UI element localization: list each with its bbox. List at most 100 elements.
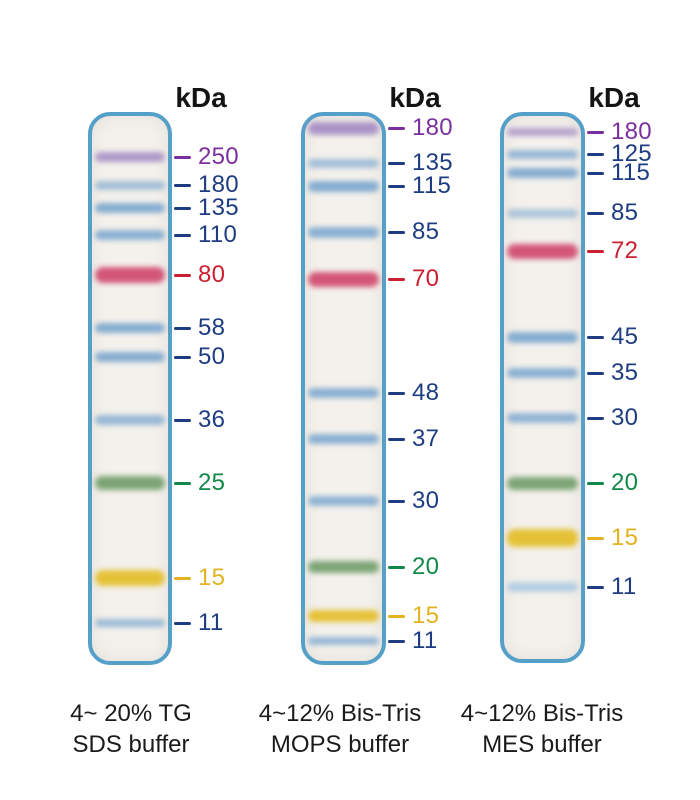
tick-mark (174, 481, 191, 485)
tick-mark (388, 126, 405, 130)
tick-mark (174, 206, 191, 210)
tick-mark (587, 249, 604, 253)
band-weight-label: 115 (611, 159, 651, 186)
band-weight-label: 20 (611, 469, 639, 496)
band-weight-label: 20 (412, 553, 440, 580)
gel-band-11kda (308, 637, 379, 645)
tick-mark (388, 391, 405, 395)
gel-band-45kda (507, 331, 578, 343)
gel-band-135kda (308, 158, 379, 168)
band-weight-label: 125 (611, 140, 652, 167)
gel-band-115kda (308, 180, 379, 192)
band-weight-label: 30 (412, 487, 440, 514)
gel-band-180kda (507, 128, 578, 136)
band-weight-label: 85 (412, 218, 440, 245)
band-weight-label: 30 (611, 404, 639, 431)
lane-caption-line: 4~12% Bis-Tris (460, 700, 624, 727)
gel-band-58kda (95, 323, 165, 333)
gel-band-180kda (95, 180, 165, 190)
band-weight-label: 135 (198, 194, 239, 221)
gel-band-25kda (95, 476, 165, 490)
gel-band-250kda (95, 152, 165, 162)
gel-band-37kda (308, 434, 379, 444)
kda-unit-label: kDa (588, 82, 640, 113)
band-weight-label: 58 (198, 314, 226, 341)
band-weight-label: 72 (611, 237, 639, 264)
gel-band-80kda (95, 267, 165, 283)
gel-band-30kda (308, 496, 379, 506)
tick-mark (587, 130, 604, 134)
gel-band-20kda (507, 476, 578, 490)
gel-band-50kda (95, 352, 165, 362)
gel-band-35kda (507, 368, 578, 378)
kda-unit-label: kDa (389, 82, 441, 113)
band-weight-label: 180 (412, 114, 453, 141)
gel-band-70kda (308, 271, 379, 287)
gel-band-15kda (95, 570, 165, 586)
band-weight-label: 15 (611, 524, 639, 551)
gel-band-125kda (507, 149, 578, 159)
tick-mark (587, 152, 604, 156)
lane-caption-line: SDS buffer (72, 731, 190, 758)
tick-mark (174, 576, 191, 580)
tick-mark (388, 565, 405, 569)
tick-mark (174, 355, 191, 359)
gel-band-11kda (507, 582, 578, 592)
band-weight-label: 115 (412, 172, 452, 199)
tick-mark (388, 161, 405, 165)
tick-mark (388, 639, 405, 643)
tick-mark (587, 416, 604, 420)
band-weight-label: 15 (198, 564, 226, 591)
kda-unit-label: kDa (175, 82, 227, 113)
tick-mark (174, 418, 191, 422)
band-weight-label: 15 (412, 602, 440, 629)
gel-band-15kda (308, 610, 379, 622)
lane-caption-line: MOPS buffer (270, 731, 410, 758)
tick-mark (388, 184, 405, 188)
tick-mark (388, 614, 405, 618)
tick-mark (174, 326, 191, 330)
tick-mark (587, 585, 604, 589)
tick-mark (174, 233, 191, 237)
gel-band-36kda (95, 415, 165, 425)
tick-mark (587, 171, 604, 175)
tick-mark (587, 481, 604, 485)
band-weight-label: 48 (412, 379, 440, 406)
band-weight-label: 25 (198, 469, 226, 496)
gel-lane (500, 112, 585, 663)
band-weight-label: 180 (611, 118, 652, 145)
lane-caption-line: 4~ 20% TG (70, 700, 192, 727)
band-weight-label: 37 (412, 425, 440, 452)
gel-band-85kda (507, 208, 578, 218)
band-weight-label: 85 (611, 199, 639, 226)
gel-band-30kda (507, 413, 578, 423)
gel-band-15kda (507, 529, 578, 547)
tick-mark (388, 277, 405, 281)
lane-caption-line: 4~12% Bis-Tris (258, 700, 422, 727)
tick-mark (174, 183, 191, 187)
tick-mark (388, 499, 405, 503)
band-weight-label: 250 (198, 143, 239, 170)
lane-caption-line: MES buffer (482, 731, 602, 758)
gel-band-115kda (507, 168, 578, 178)
band-weight-label: 50 (198, 343, 226, 370)
tick-mark (587, 211, 604, 215)
tick-mark (174, 273, 191, 277)
band-weight-label: 110 (198, 221, 238, 248)
band-weight-label: 11 (198, 609, 224, 636)
band-weight-label: 36 (198, 406, 226, 433)
band-weight-label: 11 (412, 627, 438, 654)
gel-band-20kda (308, 561, 379, 573)
tick-mark (388, 437, 405, 441)
band-weight-label: 180 (198, 171, 239, 198)
gel-band-72kda (507, 243, 578, 259)
band-weight-label: 70 (412, 265, 440, 292)
gel-band-110kda (95, 230, 165, 240)
tick-mark (587, 371, 604, 375)
gel-band-180kda (308, 121, 379, 135)
band-weight-label: 45 (611, 323, 639, 350)
band-weight-label: 135 (412, 149, 453, 176)
tick-mark (174, 621, 191, 625)
band-weight-label: 80 (198, 261, 226, 288)
